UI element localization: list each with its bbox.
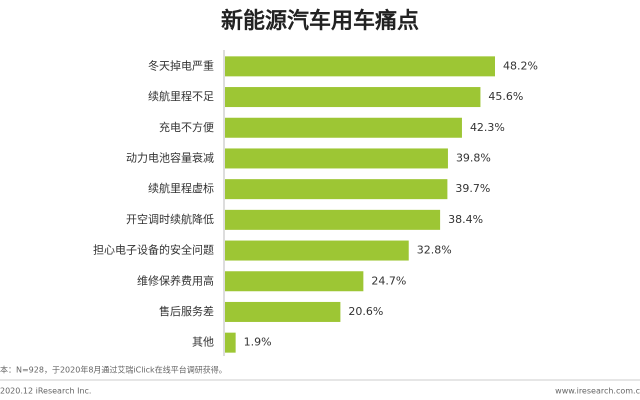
bar [225,179,448,200]
bar [225,332,236,353]
category-label: 开空调时续航降低 [126,212,214,226]
copyright: 2020.12 iResearch Inc. [0,387,91,396]
value-label: 42.3% [470,121,505,134]
value-label: 32.8% [417,244,452,257]
bar [225,301,341,322]
bar [225,87,481,108]
category-label: 动力电池容量衰减 [126,150,214,164]
value-label: 39.8% [456,151,491,164]
value-label: 24.7% [371,274,406,287]
source-note: 本：N=928，于2020年8月通过艾瑞iClick在线平台调研获得。 [0,365,227,375]
category-label: 维修保养费用高 [137,273,214,287]
value-label: 45.6% [488,90,523,103]
bar [225,56,495,77]
value-label: 1.9% [244,336,272,349]
category-label: 续航里程虚标 [148,181,214,195]
bar [225,117,462,138]
category-label: 担心电子设备的安全问题 [93,243,214,257]
website: www.iresearch.com.c [555,387,640,396]
category-label: 冬天掉电严重 [148,58,214,72]
category-label: 充电不方便 [159,120,214,134]
bar [225,148,448,169]
category-label: 续航里程不足 [148,89,214,103]
bar [225,240,409,261]
category-label: 售后服务差 [159,304,214,318]
value-label: 48.2% [503,59,538,72]
value-label: 20.6% [348,305,383,318]
value-label: 38.4% [448,213,483,226]
bar [225,209,441,230]
category-label: 其他 [192,336,214,349]
chart-title: 新能源汽车用车痛点 [221,8,419,34]
value-label: 39.7% [455,182,490,195]
bar [225,271,364,292]
